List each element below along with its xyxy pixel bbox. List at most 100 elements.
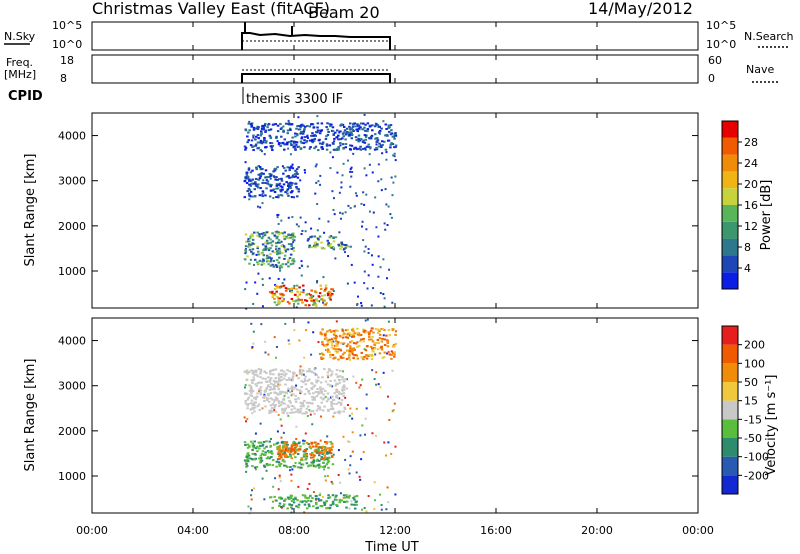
- velocity-cell: [390, 350, 393, 353]
- velocity-cell: [257, 368, 261, 371]
- power-cell: [333, 213, 336, 216]
- power-cell: [356, 148, 359, 151]
- power-cell: [344, 211, 347, 214]
- power-cell: [324, 284, 328, 287]
- velocity-cell: [347, 440, 350, 443]
- power-cell: [292, 260, 296, 263]
- velocity-cell: [259, 389, 263, 392]
- velocity-cell: [250, 392, 253, 395]
- velocity-cell: [264, 451, 267, 454]
- power-cell: [386, 139, 390, 142]
- power-cell: [272, 197, 275, 200]
- velocity-cell: [339, 355, 343, 358]
- velocity-cell: [290, 447, 293, 450]
- velocity-cell: [355, 407, 358, 410]
- power-cell: [380, 189, 383, 192]
- velocity-cell: [342, 384, 346, 387]
- velocity-cell: [342, 392, 346, 395]
- power-cell: [300, 137, 303, 140]
- power-cell: [336, 147, 339, 150]
- velocity-cell: [336, 383, 339, 386]
- velocity-cell: [351, 352, 354, 355]
- power-cell: [304, 304, 308, 307]
- velocity-cell: [276, 393, 280, 396]
- velocity-cell: [261, 377, 265, 380]
- power-cell: [356, 139, 360, 142]
- power-cell: [288, 169, 291, 172]
- velocity-cell: [272, 387, 276, 390]
- velocity-cell: [320, 357, 323, 360]
- velocity-cell: [351, 431, 354, 434]
- power-cell: [282, 183, 286, 186]
- velocity-cell: [360, 338, 363, 341]
- power-cell: [275, 184, 279, 187]
- velocity-cell: [272, 379, 276, 382]
- power-cell: [273, 294, 277, 297]
- velocity-cell: [332, 333, 336, 336]
- velocity-cell: [386, 395, 389, 398]
- velocity-cell: [287, 339, 290, 342]
- velocity-cell: [371, 335, 374, 338]
- power-cell: [298, 267, 301, 270]
- power-cell: [299, 132, 302, 135]
- velocity-cell: [305, 407, 309, 410]
- power-cell: [318, 217, 321, 220]
- velocity-cell: [393, 345, 396, 348]
- velocity-cell: [252, 446, 255, 449]
- velocity-cell: [337, 474, 340, 477]
- power-cell: [306, 265, 309, 268]
- power-cell: [334, 236, 338, 239]
- velocity-cell: [278, 380, 282, 383]
- power-cell: [282, 299, 285, 302]
- power-cell: [266, 247, 269, 250]
- velocity-cell: [271, 369, 274, 372]
- power-cell: [388, 126, 391, 129]
- velocity-cell: [366, 344, 369, 347]
- velocity-cell: [302, 404, 305, 407]
- velocity-cell: [328, 507, 332, 510]
- velocity-cell: [345, 358, 349, 361]
- velocity-cell: [290, 387, 293, 390]
- power-cell: [316, 280, 319, 283]
- velocity-cell: [329, 504, 332, 507]
- power-cell: [283, 257, 286, 260]
- velocity-cell: [335, 340, 338, 343]
- power-cell: [253, 231, 256, 234]
- power-cbar-tick: 20: [744, 178, 758, 191]
- velocity-cell: [329, 374, 333, 377]
- power-cell: [271, 293, 275, 296]
- velocity-cell: [273, 381, 277, 384]
- velocity-cell: [378, 333, 382, 336]
- power-cell: [282, 172, 285, 175]
- power-cell: [354, 146, 358, 149]
- power-cell: [363, 203, 366, 206]
- velocity-cell: [374, 342, 377, 345]
- power-cell: [257, 126, 260, 129]
- power-cell: [259, 173, 263, 176]
- velocity-cell: [330, 346, 334, 349]
- power-cell: [265, 187, 268, 190]
- velocity-cell: [391, 351, 395, 354]
- x-tick-label: 12:00: [379, 524, 411, 537]
- velocity-cell: [250, 322, 253, 325]
- velocity-cell: [327, 410, 330, 413]
- velocity-cell: [317, 379, 320, 382]
- velocity-cell: [362, 330, 366, 333]
- power-cell: [286, 132, 289, 135]
- power-cell: [248, 240, 251, 243]
- velocity-cell: [312, 385, 315, 388]
- power-cell: [264, 169, 268, 172]
- power-cell: [372, 287, 375, 290]
- power-scatter: [243, 113, 398, 310]
- velocity-cell: [277, 461, 281, 464]
- velocity-cell: [339, 401, 343, 404]
- velocity-cell: [326, 435, 329, 438]
- velocity-cell: [254, 398, 258, 401]
- power-cell: [381, 140, 384, 143]
- power-cell: [247, 192, 251, 195]
- velocity-cell: [323, 368, 326, 371]
- velocity-cell: [292, 411, 296, 414]
- velocity-cell: [265, 398, 269, 401]
- power-cell: [266, 254, 269, 257]
- velocity-cell: [370, 353, 374, 356]
